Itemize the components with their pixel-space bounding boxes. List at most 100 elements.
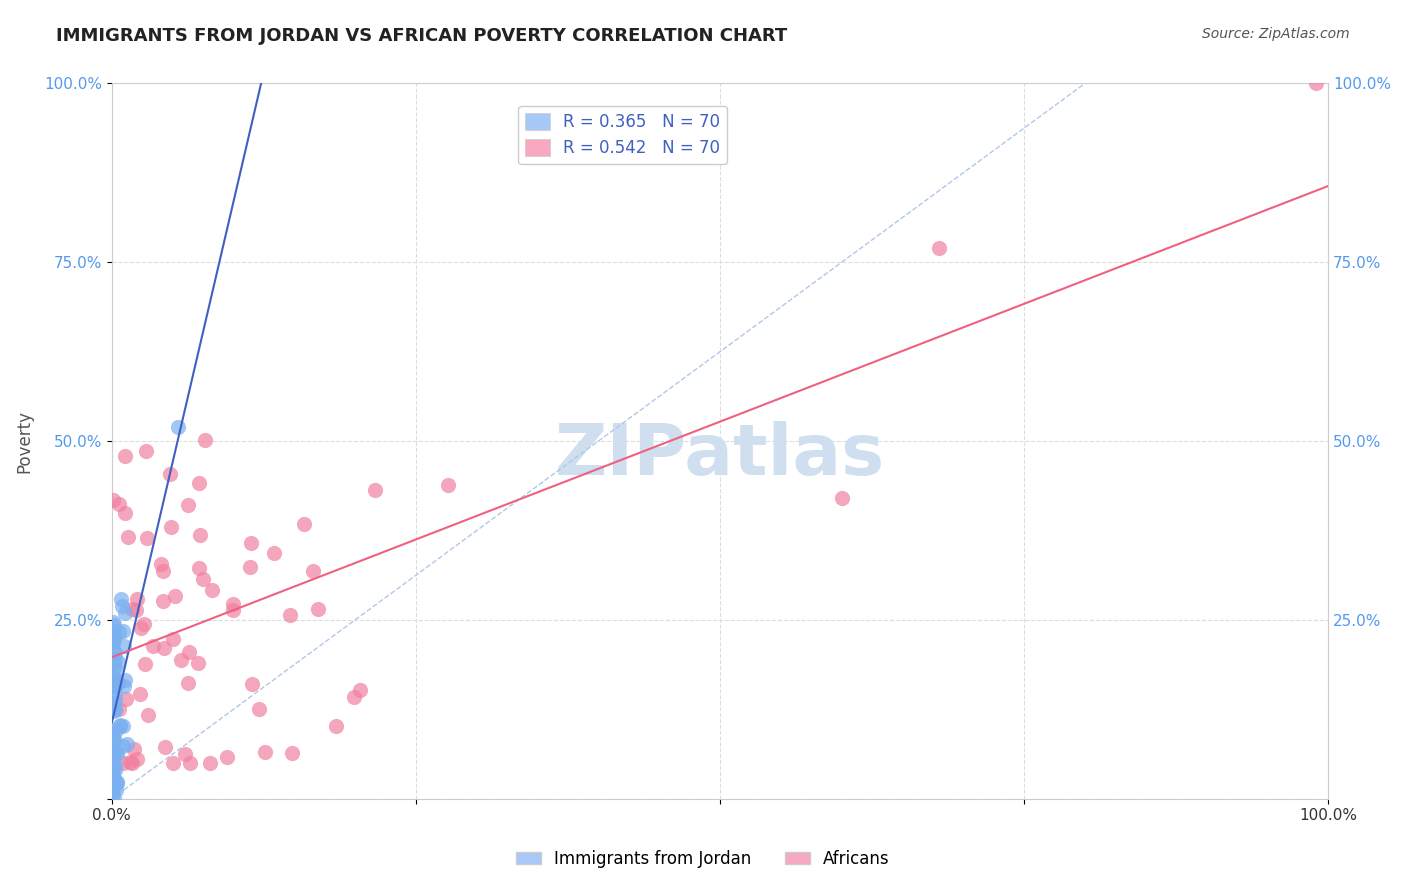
Africans: [108, 702, 131, 716]
Africans: [103, 676, 125, 690]
Africans: [307, 601, 329, 615]
Immigrants from Jordan: [101, 767, 124, 781]
Immigrants from Jordan: [111, 739, 134, 753]
Immigrants from Jordan: [103, 734, 125, 748]
Immigrants from Jordan: [104, 661, 127, 675]
Immigrants from Jordan: [110, 591, 132, 606]
Africans: [928, 241, 950, 255]
Immigrants from Jordan: [108, 624, 131, 639]
Immigrants from Jordan: [104, 652, 127, 666]
Immigrants from Jordan: [101, 785, 124, 799]
Africans: [831, 491, 853, 506]
Africans: [217, 750, 239, 764]
Africans: [253, 744, 276, 758]
Africans: [129, 621, 152, 635]
Immigrants from Jordan: [111, 599, 134, 613]
Immigrants from Jordan: [111, 624, 134, 639]
Immigrants from Jordan: [105, 723, 128, 737]
Africans: [108, 497, 131, 511]
Immigrants from Jordan: [104, 679, 127, 693]
Immigrants from Jordan: [101, 679, 124, 693]
Immigrants from Jordan: [103, 624, 125, 639]
Africans: [111, 756, 134, 770]
Africans: [117, 530, 139, 544]
Immigrants from Jordan: [103, 672, 125, 686]
Africans: [152, 594, 174, 608]
Immigrants from Jordan: [104, 692, 127, 706]
Africans: [153, 640, 176, 655]
Text: ZIPatlas: ZIPatlas: [555, 421, 884, 490]
Legend: R = 0.365   N = 70, R = 0.542   N = 70: R = 0.365 N = 70, R = 0.542 N = 70: [519, 106, 727, 164]
Africans: [160, 520, 183, 534]
Immigrants from Jordan: [104, 703, 127, 717]
Africans: [170, 653, 193, 667]
Africans: [114, 449, 136, 463]
Africans: [162, 632, 184, 646]
Text: IMMIGRANTS FROM JORDAN VS AFRICAN POVERTY CORRELATION CHART: IMMIGRANTS FROM JORDAN VS AFRICAN POVERT…: [56, 27, 787, 45]
Africans: [120, 755, 142, 769]
Immigrants from Jordan: [103, 656, 125, 670]
Africans: [150, 557, 173, 571]
Africans: [121, 602, 143, 616]
Immigrants from Jordan: [103, 631, 125, 645]
Immigrants from Jordan: [104, 758, 127, 772]
Africans: [263, 546, 285, 560]
Immigrants from Jordan: [101, 784, 124, 798]
Immigrants from Jordan: [105, 782, 128, 797]
Immigrants from Jordan: [103, 677, 125, 691]
Immigrants from Jordan: [101, 615, 124, 630]
Immigrants from Jordan: [101, 761, 124, 775]
Immigrants from Jordan: [103, 763, 125, 777]
Immigrants from Jordan: [101, 729, 124, 743]
Immigrants from Jordan: [112, 639, 135, 653]
Immigrants from Jordan: [114, 673, 136, 687]
Immigrants from Jordan: [103, 673, 125, 688]
Africans: [187, 560, 209, 574]
Immigrants from Jordan: [104, 746, 127, 760]
Africans: [159, 467, 181, 481]
Africans: [325, 719, 347, 733]
Immigrants from Jordan: [101, 697, 124, 711]
Africans: [177, 675, 200, 690]
Africans: [278, 607, 301, 622]
Text: Source: ZipAtlas.com: Source: ZipAtlas.com: [1202, 27, 1350, 41]
Immigrants from Jordan: [103, 678, 125, 692]
Immigrants from Jordan: [104, 773, 127, 788]
Immigrants from Jordan: [101, 738, 124, 752]
Africans: [187, 656, 209, 670]
Africans: [222, 603, 245, 617]
Africans: [292, 516, 315, 531]
Africans: [121, 756, 143, 770]
Immigrants from Jordan: [103, 790, 125, 805]
Immigrants from Jordan: [107, 655, 129, 669]
Africans: [142, 639, 165, 653]
Immigrants from Jordan: [166, 419, 188, 434]
Immigrants from Jordan: [101, 789, 124, 803]
Immigrants from Jordan: [105, 775, 128, 789]
Africans: [125, 603, 148, 617]
Africans: [194, 433, 217, 447]
Immigrants from Jordan: [107, 775, 129, 789]
Africans: [114, 506, 136, 520]
Immigrants from Jordan: [114, 606, 136, 620]
Immigrants from Jordan: [101, 749, 124, 764]
Immigrants from Jordan: [103, 646, 125, 660]
Immigrants from Jordan: [101, 742, 124, 756]
Africans: [247, 702, 270, 716]
Africans: [239, 536, 262, 550]
Immigrants from Jordan: [101, 642, 124, 657]
Immigrants from Jordan: [117, 737, 139, 751]
Africans: [188, 528, 211, 542]
Africans: [301, 564, 323, 578]
Immigrants from Jordan: [101, 726, 124, 740]
Africans: [239, 560, 262, 574]
Immigrants from Jordan: [111, 719, 134, 733]
Immigrants from Jordan: [108, 718, 131, 732]
Immigrants from Jordan: [101, 704, 124, 718]
Africans: [349, 683, 371, 698]
Africans: [280, 746, 302, 760]
Immigrants from Jordan: [110, 717, 132, 731]
Africans: [240, 677, 263, 691]
Africans: [135, 443, 157, 458]
Africans: [364, 483, 387, 497]
